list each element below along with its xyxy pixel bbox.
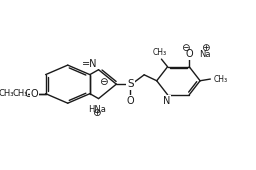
Text: O: O [185, 49, 193, 59]
Text: O: O [31, 89, 38, 99]
Text: CH₃: CH₃ [214, 75, 228, 83]
Text: ⊕: ⊕ [201, 43, 210, 53]
Text: CH₃: CH₃ [153, 48, 167, 57]
Text: ⊖: ⊖ [181, 43, 189, 53]
Text: N: N [163, 96, 170, 106]
Text: ⊕: ⊕ [92, 108, 101, 118]
Text: O: O [24, 89, 32, 99]
Text: =N: =N [82, 59, 97, 69]
Text: Na: Na [199, 49, 211, 58]
Text: S: S [127, 79, 134, 89]
Text: ⊖: ⊖ [99, 78, 108, 87]
Text: CH₃: CH₃ [12, 89, 28, 98]
Text: CH₃: CH₃ [0, 89, 14, 98]
Text: O: O [127, 96, 134, 106]
Text: HNa: HNa [88, 105, 106, 114]
